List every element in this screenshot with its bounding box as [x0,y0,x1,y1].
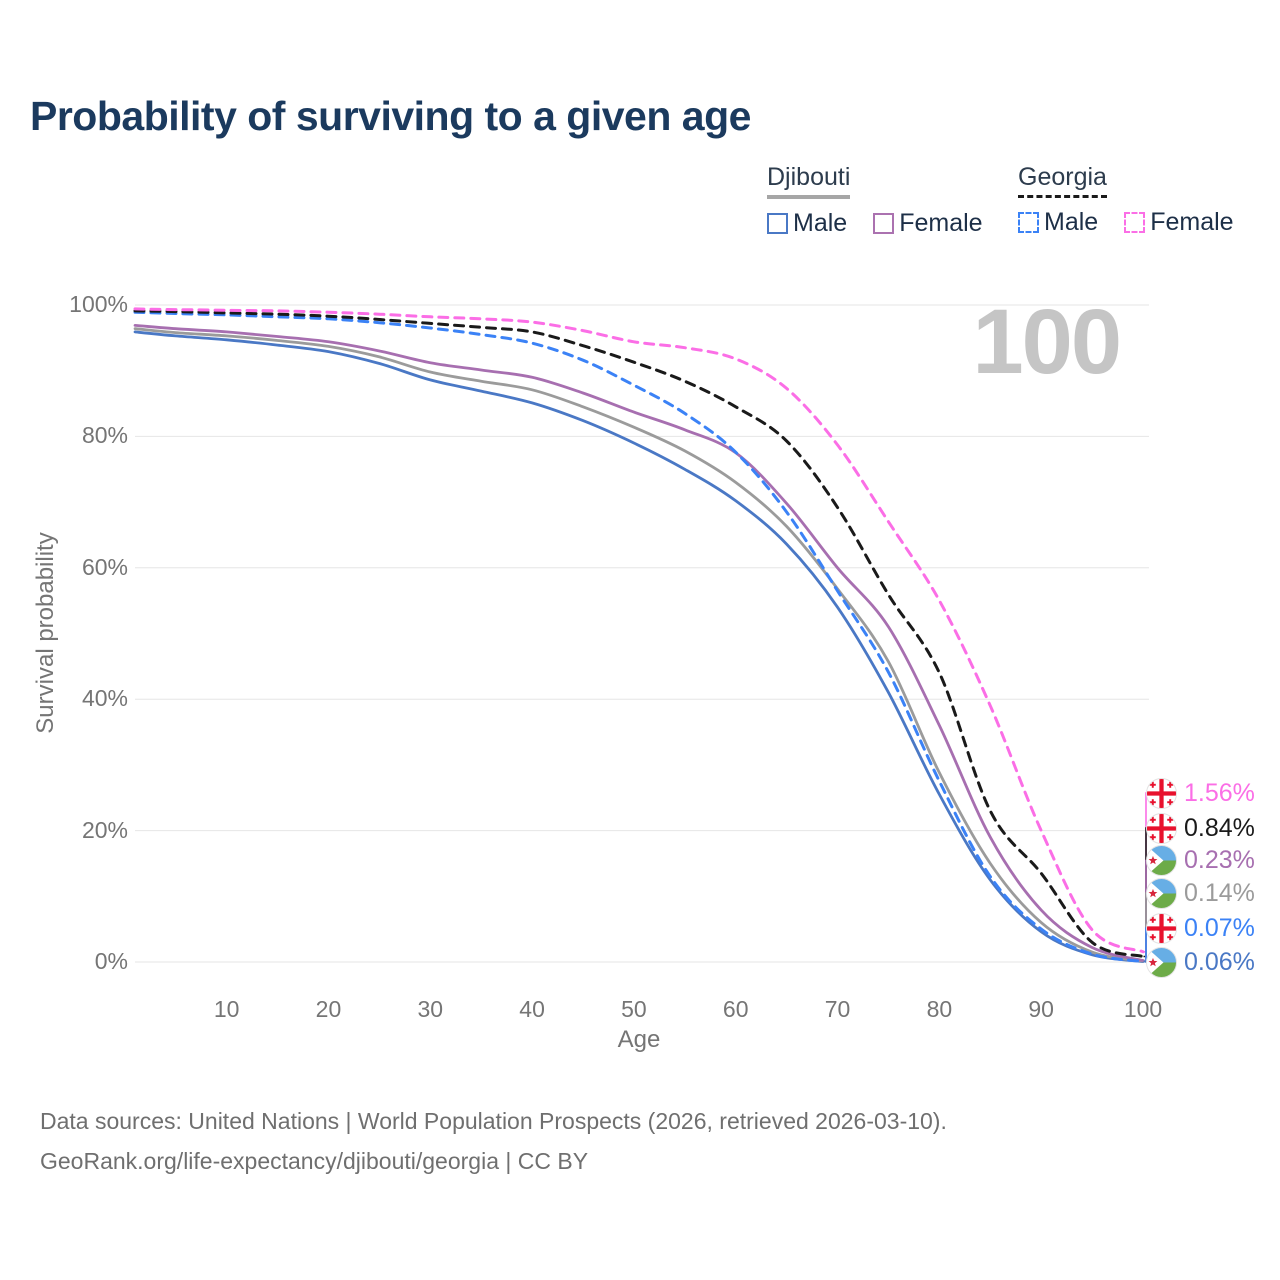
legend-item-djibouti-male[interactable]: Male [767,209,847,238]
legend-item-georgia-male[interactable]: Male [1018,208,1098,237]
footer-data-sources: Data sources: United Nations | World Pop… [40,1108,947,1134]
page-title: Probability of surviving to a given age [30,93,751,139]
legend-swatch-djibouti-male [767,213,788,234]
legend-group-title[interactable]: Djibouti [767,163,851,199]
hover-age-watermark: 100 [972,291,1122,393]
end-label-value: 0.23% [1184,846,1255,874]
legend-group-georgia: Georgia Male Female [1018,163,1234,237]
legend-group-djibouti: Djibouti Male Female [767,163,983,238]
series-line-djibouti-female-female[interactable] [133,324,1145,962]
end-label-value: 0.84% [1184,813,1255,842]
footer-source-url: GeoRank.org/life-expectancy/djibouti/geo… [40,1148,589,1174]
series-line-djibouti-male-male[interactable] [133,330,1145,963]
end-label-value: 0.06% [1184,947,1255,976]
djibouti-flag-icon [1146,877,1177,909]
djibouti-flag-icon [1146,845,1177,876]
djibouti-flag-icon [1146,946,1177,978]
legend-group-title[interactable]: Georgia [1018,163,1107,198]
legend-swatch-djibouti-female [873,213,895,234]
georgia-flag-icon [1146,777,1177,809]
end-label-georgia-both: 0.84% [1146,812,1255,844]
legend-item-label: Female [899,209,983,237]
legend-swatch-georgia-male [1018,212,1039,233]
legend-items: Male Female [767,209,983,238]
end-label-djibouti-female-female: 0.23% [1146,845,1255,876]
end-label-value: 0.07% [1184,913,1255,942]
legend-item-label: Female [1150,208,1234,236]
series-line-djibouti-both[interactable] [133,327,1145,963]
end-label-djibouti-both: 0.14% [1146,877,1255,909]
georgia-flag-icon [1146,912,1177,944]
legend-swatch-georgia-female [1124,212,1146,233]
end-label-value: 1.56% [1184,778,1255,807]
legend-item-label: Male [1044,208,1099,236]
legend-item-djibouti-female[interactable]: Female [873,209,983,238]
series-line-georgia-both[interactable] [133,309,1145,958]
series-line-georgia-female-female[interactable] [133,307,1145,954]
georgia-flag-icon [1146,812,1177,844]
legend-item-label: Male [793,209,848,237]
end-label-georgia-female-female: 1.56% [1146,777,1255,809]
series-line-georgia-male-male[interactable] [133,310,1145,963]
end-label-georgia-male-male: 0.07% [1146,912,1255,944]
end-label-djibouti-male-male: 0.06% [1146,946,1255,978]
end-label-value: 0.14% [1184,878,1255,907]
legend-item-georgia-female[interactable]: Female [1124,208,1234,237]
legend-items: Male Female [1018,208,1234,237]
